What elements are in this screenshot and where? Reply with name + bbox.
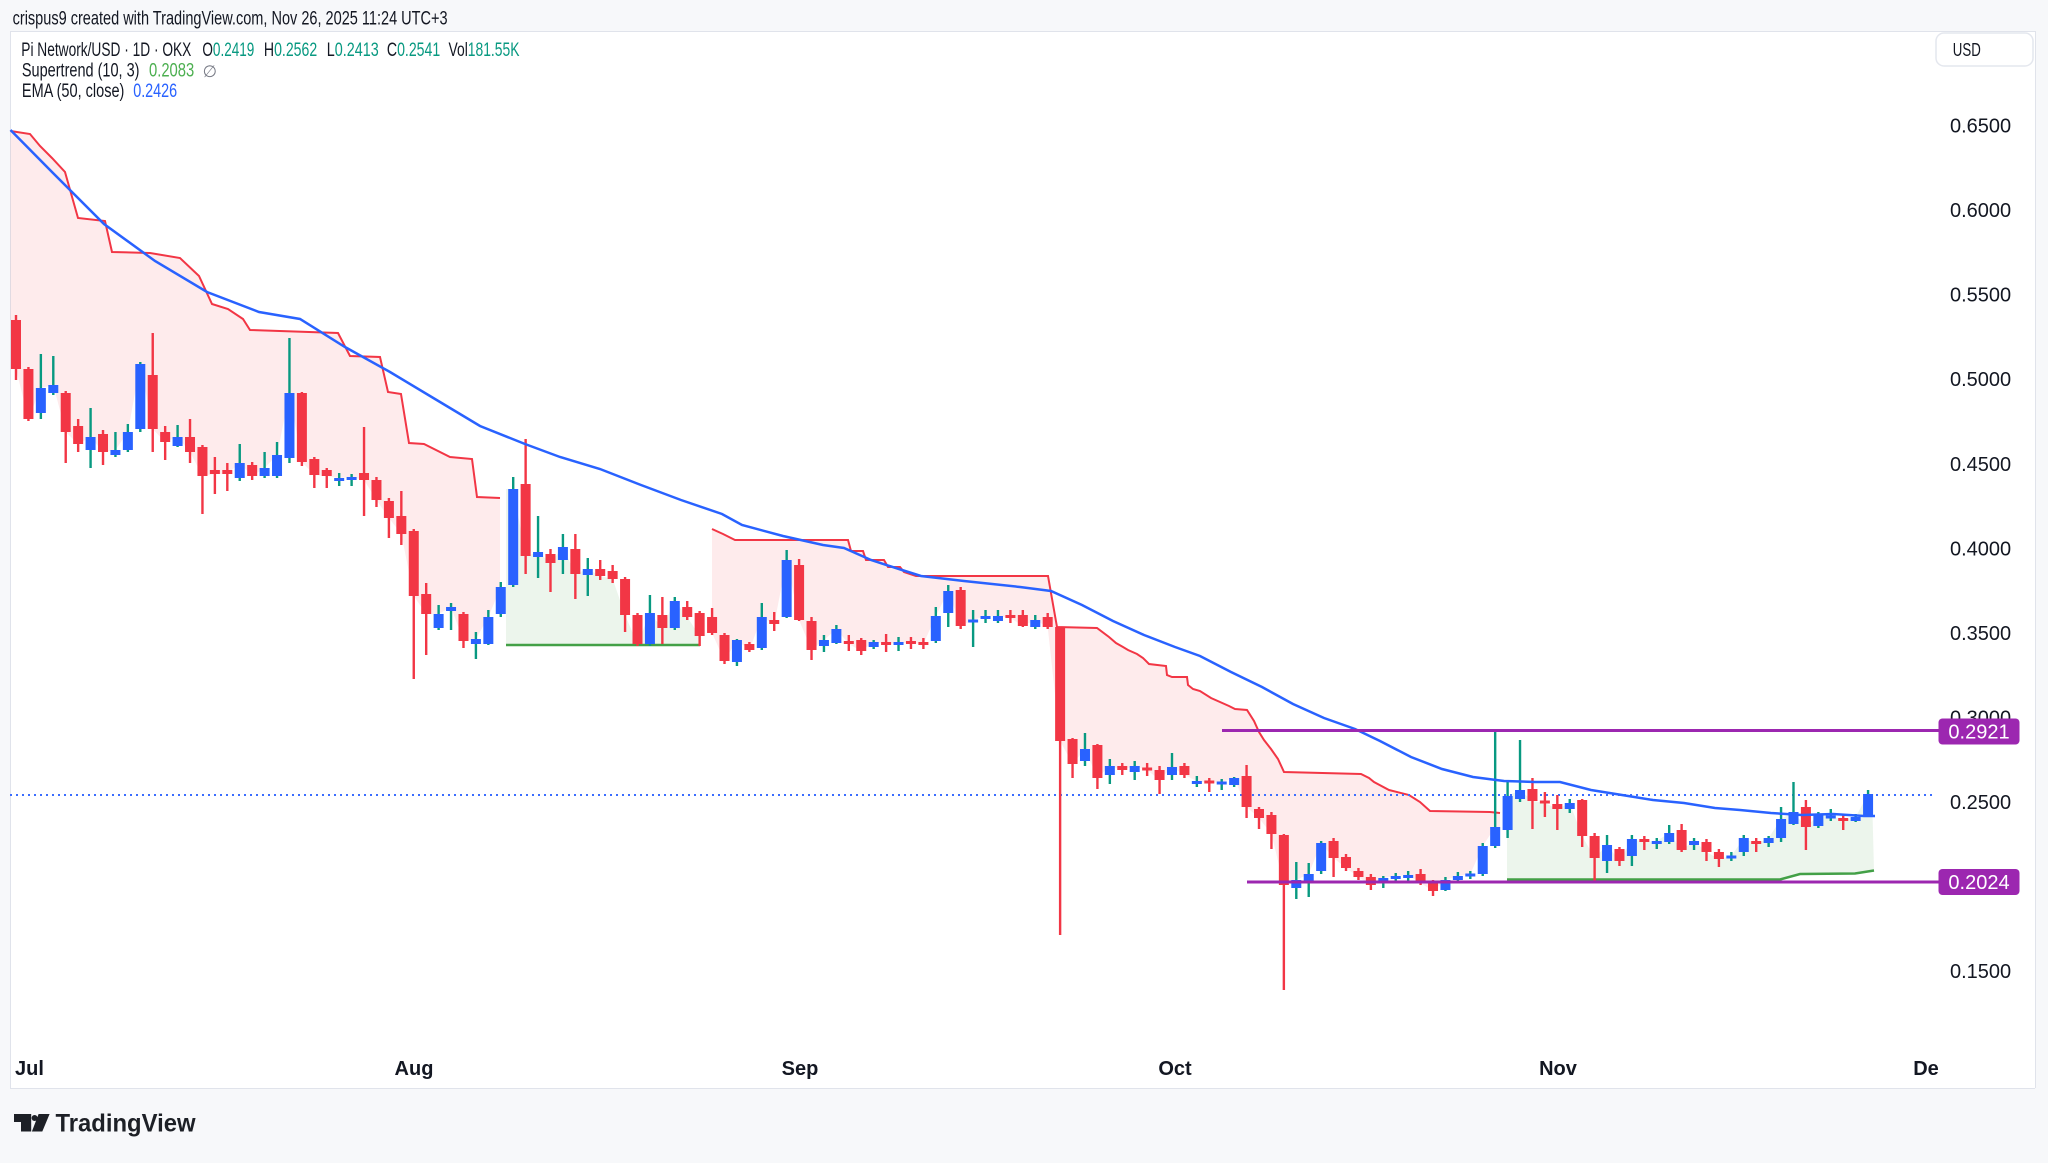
- svg-text:0.5000: 0.5000: [1950, 369, 2011, 391]
- svg-text:Jul: Jul: [15, 1058, 44, 1080]
- svg-text:0.2083: 0.2083: [149, 61, 194, 82]
- svg-text:0.2024: 0.2024: [1948, 872, 2009, 894]
- svg-text:Pi Network/USD · 1D · OKX: Pi Network/USD · 1D · OKX: [21, 40, 191, 61]
- svg-text:O0.2419: O0.2419: [202, 40, 254, 61]
- svg-text:L0.2413: L0.2413: [327, 40, 379, 61]
- svg-text:Aug: Aug: [395, 1058, 434, 1080]
- svg-text:Supertrend (10, 3): Supertrend (10, 3): [22, 61, 140, 82]
- svg-text:0.6500: 0.6500: [1950, 116, 2011, 138]
- svg-text:∅: ∅: [203, 63, 217, 81]
- svg-text:Vol181.55K: Vol181.55K: [449, 40, 520, 61]
- svg-text:USD: USD: [1953, 40, 1981, 60]
- svg-text:0.2921: 0.2921: [1948, 722, 2009, 744]
- svg-text:Nov: Nov: [1539, 1058, 1578, 1080]
- svg-text:H0.2562: H0.2562: [264, 40, 317, 61]
- svg-text:crispus9 created with TradingV: crispus9 created with TradingView.com, N…: [13, 9, 448, 30]
- svg-text:0.4000: 0.4000: [1950, 538, 2011, 560]
- svg-text:0.2500: 0.2500: [1950, 792, 2011, 814]
- svg-text:Sep: Sep: [782, 1058, 819, 1080]
- svg-text:EMA (50, close): EMA (50, close): [22, 81, 125, 102]
- svg-text:0.4500: 0.4500: [1950, 454, 2011, 476]
- svg-text:TradingView: TradingView: [56, 1110, 197, 1138]
- svg-text:Oct: Oct: [1158, 1058, 1192, 1080]
- svg-text:0.6000: 0.6000: [1950, 200, 2011, 222]
- svg-text:0.1500: 0.1500: [1950, 961, 2011, 983]
- svg-text:0.3500: 0.3500: [1950, 623, 2011, 645]
- svg-text:0.5500: 0.5500: [1950, 285, 2011, 307]
- svg-text:C0.2541: C0.2541: [387, 40, 440, 61]
- svg-text:0.2426: 0.2426: [133, 81, 177, 102]
- svg-text:De: De: [1913, 1058, 1939, 1080]
